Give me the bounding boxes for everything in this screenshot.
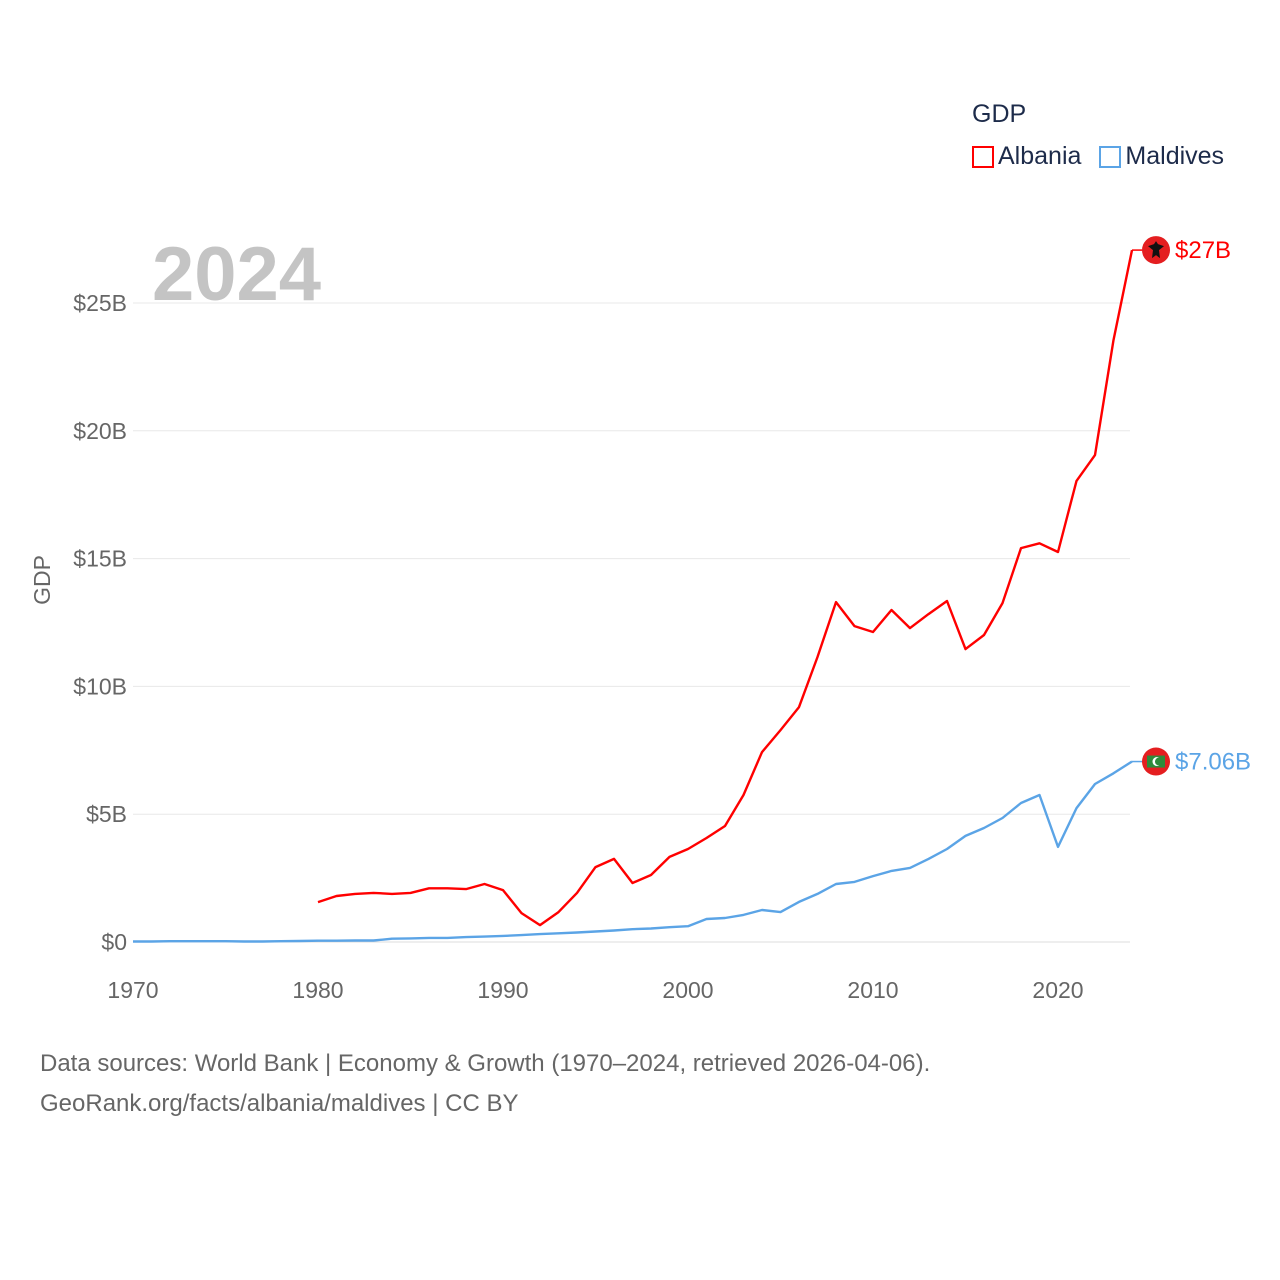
y-tick-label: $5B <box>86 801 127 827</box>
legend-label-maldives: Maldives <box>1125 142 1225 170</box>
legend-item-maldives[interactable]: Maldives <box>1099 142 1224 171</box>
y-axis-label: GDP <box>29 555 55 605</box>
series-line-maldives <box>133 760 1133 943</box>
y-tick-label: $25B <box>73 290 127 316</box>
end-value-label-albania: $27B <box>1175 237 1231 264</box>
x-tick-label: 2000 <box>662 977 713 1003</box>
y-tick-label: $20B <box>73 418 127 444</box>
x-tick-label: 1980 <box>292 977 343 1003</box>
y-tick-label: $10B <box>73 673 127 699</box>
year-watermark: 2024 <box>152 232 321 317</box>
eagle-icon <box>1148 241 1164 259</box>
legend-title: GDP <box>972 100 1027 128</box>
x-tick-label: 2020 <box>1032 977 1083 1003</box>
y-tick-label: $15B <box>73 546 127 572</box>
legend-item-albania[interactable]: Albania <box>972 142 1081 171</box>
source-line-1: Data sources: World Bank | Economy & Gro… <box>40 1050 931 1077</box>
legend-swatch-albania <box>972 145 994 168</box>
x-tick-label: 1970 <box>107 977 158 1003</box>
y-tick-label: $0 <box>101 929 127 955</box>
crescent-cutout <box>1155 757 1163 766</box>
legend-label-albania: Albania <box>998 142 1082 170</box>
source-line-2[interactable]: GeoRank.org/facts/albania/maldives | CC … <box>40 1090 519 1117</box>
legend-swatch-maldives <box>1099 145 1122 168</box>
legend: Albania Maldives <box>972 142 1224 171</box>
series-line-albania <box>317 249 1134 927</box>
x-tick-label: 2010 <box>847 977 898 1003</box>
source-note: Data sources: World Bank | Economy & Gro… <box>40 1044 930 1124</box>
end-value-label-maldives: $7.06B <box>1175 749 1251 776</box>
x-tick-label: 1990 <box>477 977 528 1003</box>
